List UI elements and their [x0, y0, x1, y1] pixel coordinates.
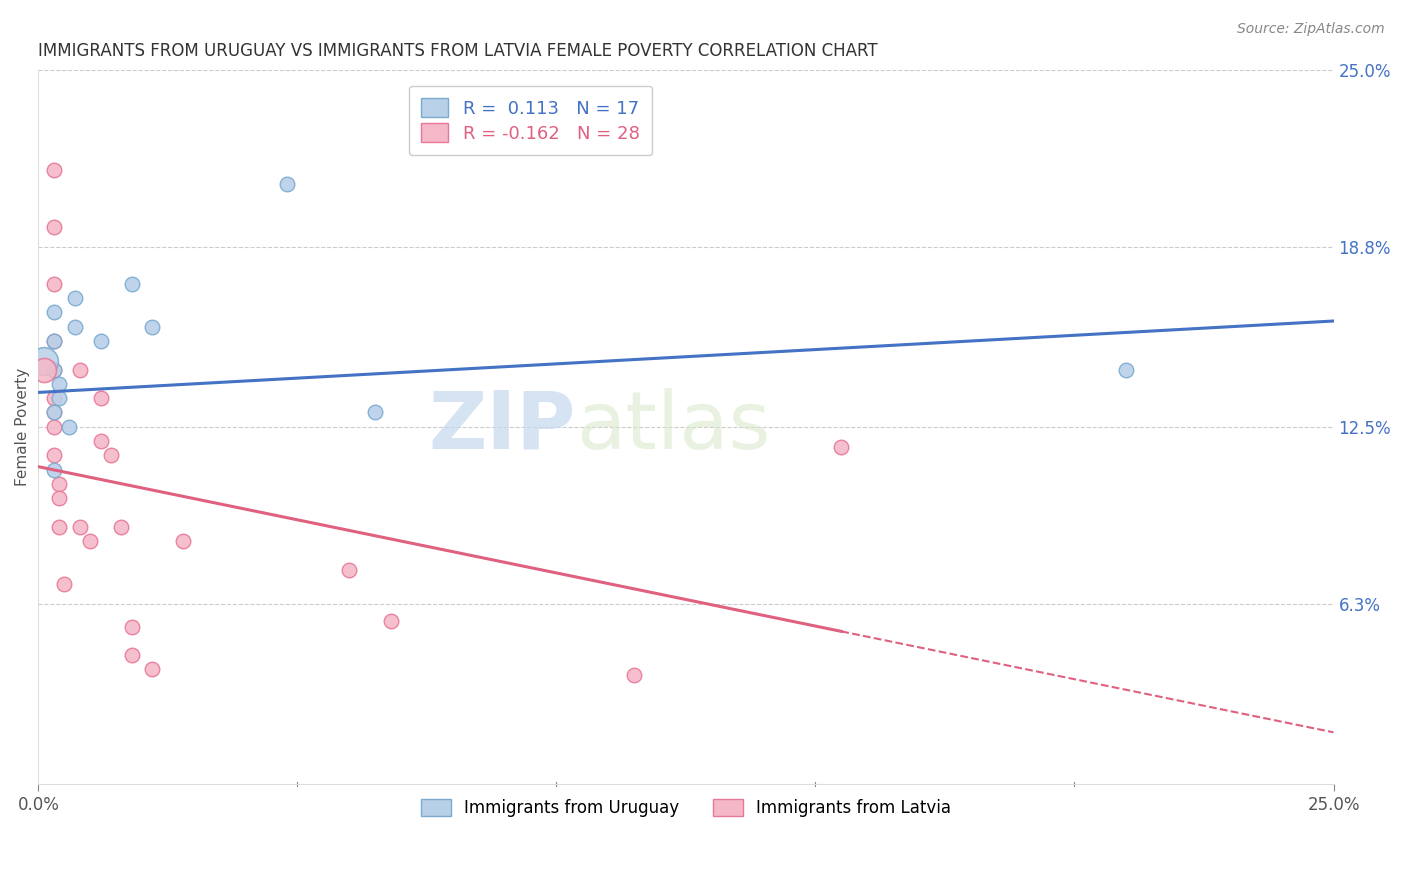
Point	[42, 305, 65, 319]
Point	[42, 405, 65, 419]
Point	[89, 434, 111, 448]
Point	[69, 519, 91, 533]
Point	[42, 362, 65, 376]
Y-axis label: Female Poverty: Female Poverty	[15, 368, 30, 486]
Point	[42, 419, 65, 434]
Point	[42, 334, 65, 348]
Point	[48, 519, 70, 533]
Text: IMMIGRANTS FROM URUGUAY VS IMMIGRANTS FROM LATVIA FEMALE POVERTY CORRELATION CHA: IMMIGRANTS FROM URUGUAY VS IMMIGRANTS FR…	[38, 42, 877, 60]
Text: ZIP: ZIP	[429, 388, 576, 466]
Point	[364, 405, 387, 419]
Point	[48, 391, 70, 405]
Point	[141, 319, 163, 334]
Point	[53, 576, 76, 591]
Point	[42, 334, 65, 348]
Point	[69, 362, 91, 376]
Point	[42, 362, 65, 376]
Point	[42, 277, 65, 291]
Point	[48, 376, 70, 391]
Point	[380, 614, 402, 628]
Point	[121, 648, 143, 663]
Point	[42, 405, 65, 419]
Point	[63, 319, 86, 334]
Point	[337, 562, 360, 576]
Point	[42, 219, 65, 234]
Point	[110, 519, 132, 533]
Point	[48, 491, 70, 505]
Point	[42, 5, 65, 20]
Point	[100, 448, 122, 462]
Text: Source: ZipAtlas.com: Source: ZipAtlas.com	[1237, 22, 1385, 37]
Point	[1115, 362, 1137, 376]
Point	[42, 391, 65, 405]
Text: atlas: atlas	[576, 388, 770, 466]
Point	[121, 620, 143, 634]
Point	[63, 291, 86, 305]
Point	[121, 277, 143, 291]
Point	[79, 533, 101, 548]
Legend: Immigrants from Uruguay, Immigrants from Latvia: Immigrants from Uruguay, Immigrants from…	[412, 790, 959, 825]
Point	[42, 448, 65, 462]
Point	[623, 668, 645, 682]
Point	[89, 334, 111, 348]
Point	[276, 177, 298, 191]
Point	[89, 391, 111, 405]
Point	[32, 362, 55, 376]
Point	[42, 462, 65, 476]
Point	[48, 476, 70, 491]
Point	[58, 419, 80, 434]
Point	[42, 162, 65, 177]
Point	[141, 663, 163, 677]
Point	[172, 533, 194, 548]
Point	[830, 440, 852, 454]
Point	[32, 354, 55, 368]
